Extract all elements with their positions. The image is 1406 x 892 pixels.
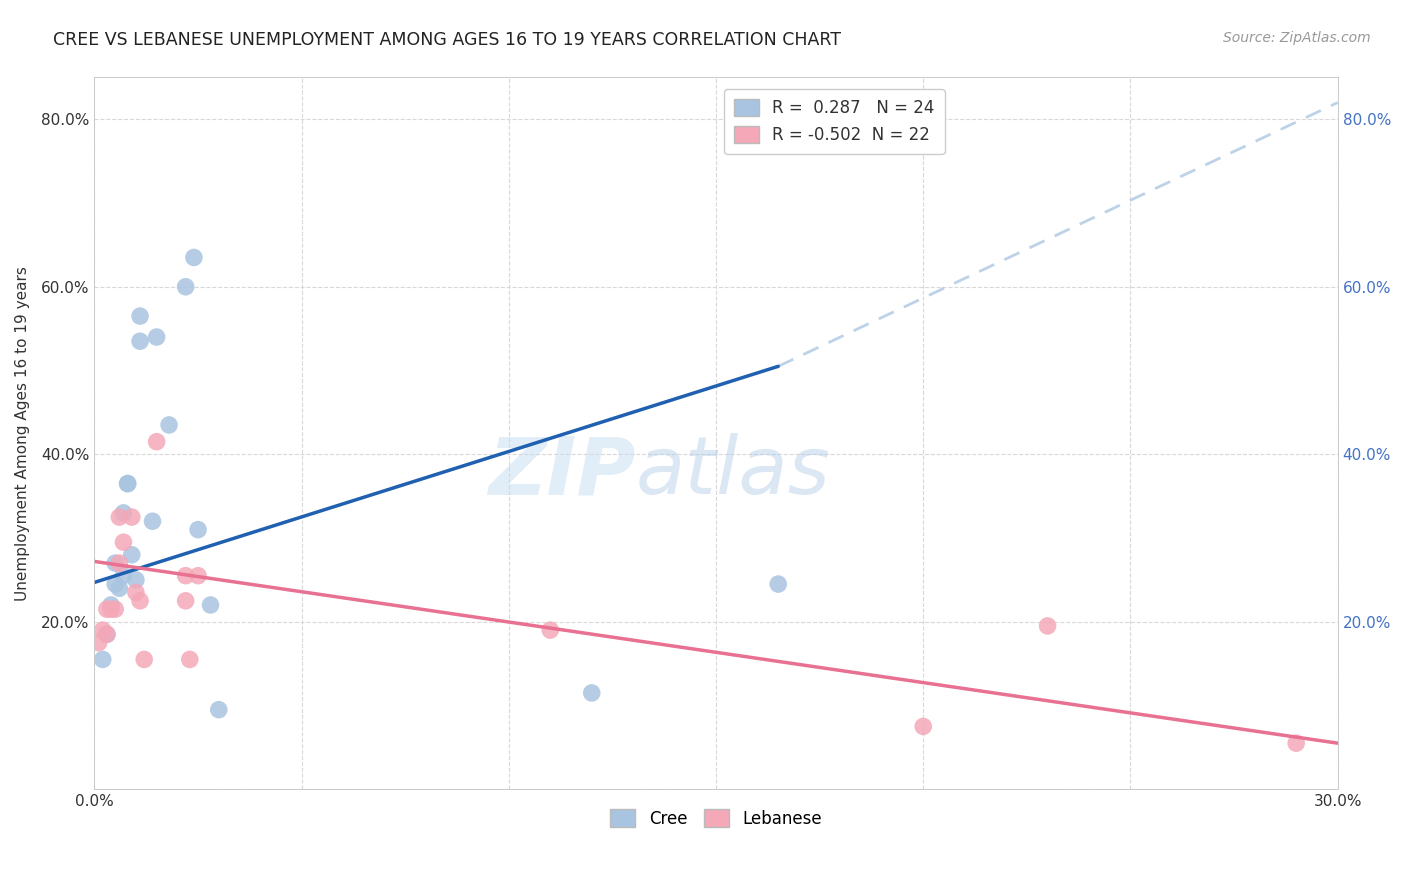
Point — [581, 686, 603, 700]
Point — [108, 581, 131, 595]
Point — [112, 568, 135, 582]
Point — [145, 330, 167, 344]
Point — [129, 594, 152, 608]
Point — [1036, 619, 1059, 633]
Point — [157, 417, 180, 432]
Point — [129, 309, 152, 323]
Point — [121, 510, 143, 524]
Point — [112, 506, 135, 520]
Point — [141, 514, 163, 528]
Point — [200, 598, 222, 612]
Point — [104, 577, 127, 591]
Point — [96, 627, 118, 641]
Point — [174, 280, 197, 294]
Point — [108, 556, 131, 570]
Point — [125, 573, 148, 587]
Point — [174, 594, 197, 608]
Point — [96, 602, 118, 616]
Point — [100, 598, 122, 612]
Point — [117, 476, 139, 491]
Point — [766, 577, 789, 591]
Point — [100, 602, 122, 616]
Point — [91, 652, 114, 666]
Point — [129, 334, 152, 349]
Point — [87, 635, 110, 649]
Point — [179, 652, 201, 666]
Point — [912, 719, 935, 733]
Legend: Cree, Lebanese: Cree, Lebanese — [603, 803, 828, 834]
Point — [108, 510, 131, 524]
Y-axis label: Unemployment Among Ages 16 to 19 years: Unemployment Among Ages 16 to 19 years — [15, 266, 30, 601]
Point — [187, 568, 209, 582]
Point — [183, 251, 205, 265]
Point — [121, 548, 143, 562]
Text: ZIP: ZIP — [488, 434, 636, 511]
Point — [174, 568, 197, 582]
Text: atlas: atlas — [636, 434, 830, 511]
Point — [91, 623, 114, 637]
Point — [145, 434, 167, 449]
Point — [187, 523, 209, 537]
Point — [208, 703, 231, 717]
Point — [104, 556, 127, 570]
Point — [134, 652, 156, 666]
Text: CREE VS LEBANESE UNEMPLOYMENT AMONG AGES 16 TO 19 YEARS CORRELATION CHART: CREE VS LEBANESE UNEMPLOYMENT AMONG AGES… — [53, 31, 841, 49]
Point — [117, 476, 139, 491]
Point — [125, 585, 148, 599]
Point — [112, 535, 135, 549]
Text: Source: ZipAtlas.com: Source: ZipAtlas.com — [1223, 31, 1371, 45]
Point — [104, 602, 127, 616]
Point — [96, 627, 118, 641]
Point — [1285, 736, 1308, 750]
Point — [538, 623, 561, 637]
